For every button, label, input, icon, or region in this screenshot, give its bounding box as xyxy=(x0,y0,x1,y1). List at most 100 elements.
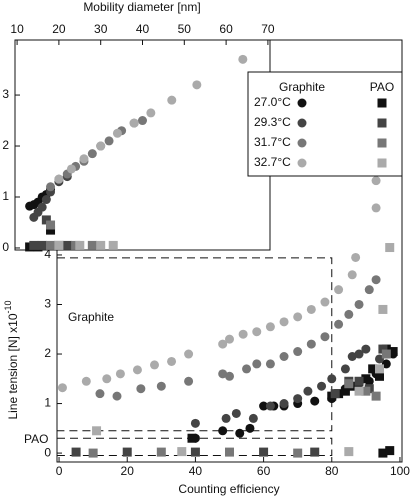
graphite-point xyxy=(238,329,248,339)
graphite-point xyxy=(235,428,245,438)
graphite-point xyxy=(310,396,320,406)
pao-point xyxy=(385,243,395,253)
graphite-point xyxy=(347,352,357,361)
pao-point xyxy=(344,379,354,389)
x-tick-label: 70 xyxy=(261,22,275,36)
pao-point xyxy=(46,240,56,250)
graphite-point xyxy=(112,128,122,138)
annotation: Graphite xyxy=(68,310,114,324)
graphite-point xyxy=(136,384,146,394)
graphite-point xyxy=(279,317,289,327)
pao-point xyxy=(381,349,391,359)
graphite-point xyxy=(317,381,327,391)
graphite-point xyxy=(156,381,166,391)
x-tick-label: 0 xyxy=(56,464,63,478)
legend-label: 27.0°C xyxy=(254,95,291,109)
graphite-point xyxy=(37,202,47,212)
legend-marker xyxy=(297,138,307,148)
graphite-point xyxy=(259,401,269,411)
legend-column-title: PAO xyxy=(370,80,394,94)
graphite-point xyxy=(218,426,228,436)
pao-point xyxy=(354,386,364,396)
graphite-point xyxy=(57,383,67,393)
pao-point xyxy=(378,344,388,354)
y-tick-label: 1 xyxy=(2,189,9,203)
graphite-point xyxy=(115,369,125,379)
graphite-point xyxy=(252,359,262,369)
pao-point xyxy=(293,448,303,458)
graphite-point xyxy=(225,371,234,381)
pao-point xyxy=(361,374,371,384)
pao-point xyxy=(37,240,47,250)
graphite-point xyxy=(218,369,228,379)
graphite-point xyxy=(221,413,231,423)
pao-point xyxy=(378,448,388,458)
y-tick-label: 0 xyxy=(2,240,9,254)
pao-point xyxy=(378,304,388,314)
graphite-point xyxy=(306,304,316,314)
graphite-point xyxy=(252,327,262,337)
legend-marker xyxy=(377,98,387,108)
graphite-point xyxy=(81,376,91,386)
pao-point xyxy=(361,386,371,396)
graphite-point xyxy=(279,399,289,409)
legend-label: 32.7°C xyxy=(254,155,291,169)
graphite-point xyxy=(354,349,364,359)
inset-x-axis-label: Mobility diameter [nm] xyxy=(83,0,200,14)
legend-box xyxy=(247,71,403,177)
graphite-point xyxy=(231,408,241,418)
x-axis-label: Counting efficiency xyxy=(178,482,279,496)
graphite-point xyxy=(66,164,76,174)
pao-point xyxy=(225,447,234,457)
y-tick-label: 2 xyxy=(44,346,51,360)
x-tick-label: 60 xyxy=(219,22,233,36)
graphite-point xyxy=(340,364,350,374)
graphite-point xyxy=(265,401,275,411)
inset-background xyxy=(14,39,271,251)
x-tick-label: 50 xyxy=(178,22,192,36)
pao-point xyxy=(388,347,398,357)
graphite-point xyxy=(190,418,200,428)
pao-point xyxy=(187,433,197,443)
graphite-point xyxy=(303,386,313,396)
graphite-point xyxy=(87,149,97,159)
graphite-point xyxy=(242,364,252,374)
pao-point xyxy=(46,225,56,235)
graphite-point xyxy=(184,376,194,386)
pao-point xyxy=(75,240,85,250)
graphite-point xyxy=(265,322,275,332)
pao-point xyxy=(87,240,97,250)
pao-point xyxy=(340,386,350,396)
legend-marker xyxy=(377,118,387,128)
pao-point xyxy=(259,447,269,457)
graphite-point xyxy=(279,352,289,361)
graphite-point xyxy=(371,275,381,285)
graphite-point xyxy=(146,108,156,118)
graphite-point xyxy=(95,389,105,399)
graphite-point xyxy=(347,270,357,280)
graphite-point xyxy=(320,297,330,307)
pao-point xyxy=(375,364,384,374)
x-tick-label: 10 xyxy=(10,22,24,36)
graphite-point xyxy=(371,203,381,213)
pao-point xyxy=(385,446,395,456)
graphite-point xyxy=(293,312,303,322)
graphite-point xyxy=(112,391,122,401)
graphite-point xyxy=(192,80,202,90)
legend-column-title: Graphite xyxy=(279,80,325,94)
x-tick-label: 100 xyxy=(390,464,410,478)
pao-point xyxy=(371,391,381,401)
y-tick-label: 3 xyxy=(2,87,9,101)
graphite-point xyxy=(293,394,303,404)
pao-point xyxy=(41,215,51,225)
graphite-point xyxy=(351,252,361,262)
y-tick-label: 2 xyxy=(2,138,9,152)
graphite-point xyxy=(327,374,337,384)
graphite-point xyxy=(184,349,194,359)
x-tick-label: 40 xyxy=(189,464,203,478)
graphite-point xyxy=(381,359,391,369)
graphite-point xyxy=(334,319,344,329)
graphite-point xyxy=(354,299,364,309)
legend-marker xyxy=(297,158,307,168)
